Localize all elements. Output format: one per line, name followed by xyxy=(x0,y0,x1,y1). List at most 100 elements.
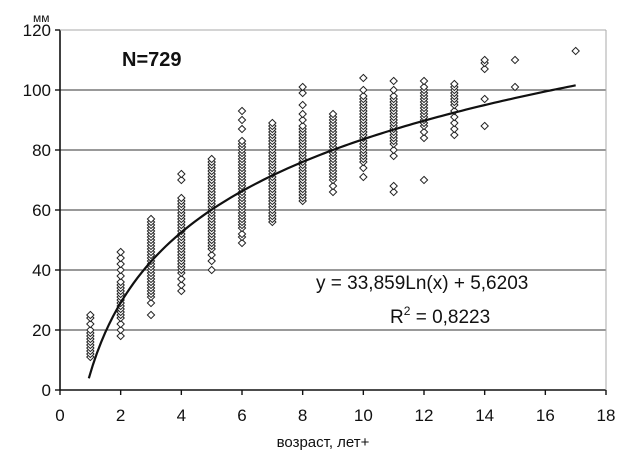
data-point xyxy=(328,181,338,191)
data-point xyxy=(359,85,368,95)
data-point xyxy=(328,109,338,119)
trendline xyxy=(87,84,576,379)
axes xyxy=(55,29,607,395)
data-point xyxy=(389,145,398,155)
data-point xyxy=(237,136,247,146)
x-tick-label: 4 xyxy=(177,406,186,425)
data-point xyxy=(268,118,277,128)
x-axis-title: возраст, лет+ xyxy=(277,434,370,451)
data-point xyxy=(116,277,125,287)
data-point xyxy=(86,310,95,320)
data-point xyxy=(298,88,307,98)
data-point xyxy=(480,55,489,65)
y-tick-label: 20 xyxy=(32,321,51,340)
data-point xyxy=(177,274,186,284)
data-point xyxy=(450,106,459,116)
x-tick-label: 6 xyxy=(237,406,246,425)
x-tick-label: 8 xyxy=(298,406,307,425)
data-point xyxy=(510,82,520,92)
data-point xyxy=(237,106,247,116)
data-point xyxy=(328,187,338,197)
r-squared-label: R2 = 0,8223 xyxy=(390,304,490,328)
data-point xyxy=(116,259,125,269)
r-squared-prefix: R xyxy=(390,307,404,328)
data-point xyxy=(359,73,368,83)
x-tick-label: 14 xyxy=(475,406,494,425)
data-point xyxy=(298,109,307,119)
data-point xyxy=(389,91,398,101)
data-point xyxy=(207,250,216,260)
x-tick-label: 10 xyxy=(354,406,373,425)
data-point xyxy=(450,112,459,122)
data-point xyxy=(480,121,489,131)
data-point xyxy=(116,331,125,341)
trendline-equation: y = 33,859Ln(x) + 5,6203 xyxy=(316,273,528,294)
data-point xyxy=(359,91,368,101)
data-point xyxy=(116,265,125,275)
data-point xyxy=(146,310,156,320)
x-tick-label: 16 xyxy=(536,406,555,425)
data-point xyxy=(389,187,398,197)
data-point xyxy=(389,151,398,161)
data-point xyxy=(177,175,186,185)
data-point xyxy=(450,130,459,140)
y-tick-label: 40 xyxy=(32,261,51,280)
data-point xyxy=(419,127,429,137)
data-point xyxy=(480,64,489,74)
data-point xyxy=(237,238,247,248)
data-point xyxy=(480,94,489,104)
y-tick-label: 80 xyxy=(32,141,51,160)
data-point xyxy=(116,247,125,257)
data-point xyxy=(86,325,95,335)
x-tick-label: 0 xyxy=(55,406,64,425)
data-point xyxy=(207,256,216,266)
data-point xyxy=(510,55,520,65)
x-tick-labels: 0 2 4 6 8 10 12 14 16 18 xyxy=(55,406,615,425)
y-tick-label: 120 xyxy=(23,21,51,40)
x-tick-label: 12 xyxy=(415,406,434,425)
x-tick-label: 18 xyxy=(597,406,616,425)
y-tick-label: 60 xyxy=(32,201,51,220)
data-point xyxy=(177,169,186,179)
data-point xyxy=(116,319,125,329)
data-point xyxy=(450,118,459,128)
data-point xyxy=(419,175,429,185)
data-point xyxy=(389,181,398,191)
data-point xyxy=(450,79,459,89)
data-point xyxy=(419,76,429,86)
y-unit-label: мм xyxy=(33,11,50,25)
data-point xyxy=(207,265,216,275)
data-point xyxy=(86,319,95,329)
data-point xyxy=(419,133,429,143)
data-point xyxy=(146,298,156,308)
data-point xyxy=(359,172,368,182)
y-tick-label: 0 xyxy=(42,381,51,400)
sample-size-label: N=729 xyxy=(122,49,182,71)
data-point xyxy=(359,163,368,173)
data-point xyxy=(419,82,429,92)
data-point xyxy=(177,286,186,296)
data-point xyxy=(116,253,125,263)
data-point xyxy=(298,100,307,110)
y-tick-label: 100 xyxy=(23,81,51,100)
data-point xyxy=(237,229,247,239)
data-point xyxy=(146,214,156,224)
data-point xyxy=(207,154,216,164)
data-point xyxy=(571,46,580,56)
data-point xyxy=(298,121,307,131)
r-squared-value: = 0,8223 xyxy=(410,307,490,328)
r-squared-exponent: 2 xyxy=(404,304,411,318)
data-point xyxy=(116,271,125,281)
data-point xyxy=(177,193,186,203)
data-point xyxy=(237,115,247,125)
data-point xyxy=(389,76,398,86)
data-point xyxy=(177,280,186,290)
data-point xyxy=(116,325,125,335)
data-point xyxy=(237,124,247,134)
data-point xyxy=(389,85,398,95)
data-point xyxy=(450,124,459,134)
x-tick-label: 2 xyxy=(116,406,125,425)
y-tick-labels: 0 20 40 60 80 100 120 xyxy=(23,21,51,400)
data-point xyxy=(298,82,307,92)
